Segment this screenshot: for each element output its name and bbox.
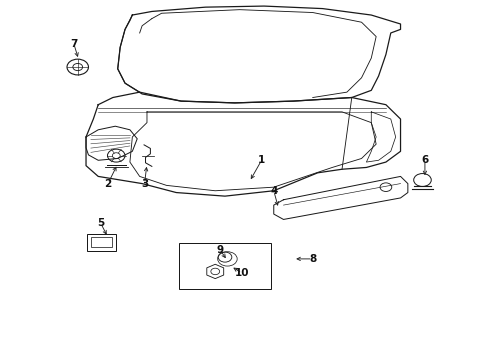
Text: 8: 8 bbox=[308, 254, 316, 264]
Text: 6: 6 bbox=[421, 155, 427, 165]
Text: 7: 7 bbox=[70, 39, 78, 49]
Bar bbox=[87, 234, 116, 251]
Bar bbox=[178, 243, 271, 289]
Text: 10: 10 bbox=[234, 268, 249, 278]
Text: 5: 5 bbox=[97, 218, 104, 228]
Bar bbox=[91, 237, 112, 247]
Text: 9: 9 bbox=[216, 245, 223, 255]
Text: 3: 3 bbox=[141, 179, 148, 189]
Text: 1: 1 bbox=[257, 155, 264, 165]
Text: 4: 4 bbox=[269, 186, 277, 196]
Text: 2: 2 bbox=[104, 179, 111, 189]
